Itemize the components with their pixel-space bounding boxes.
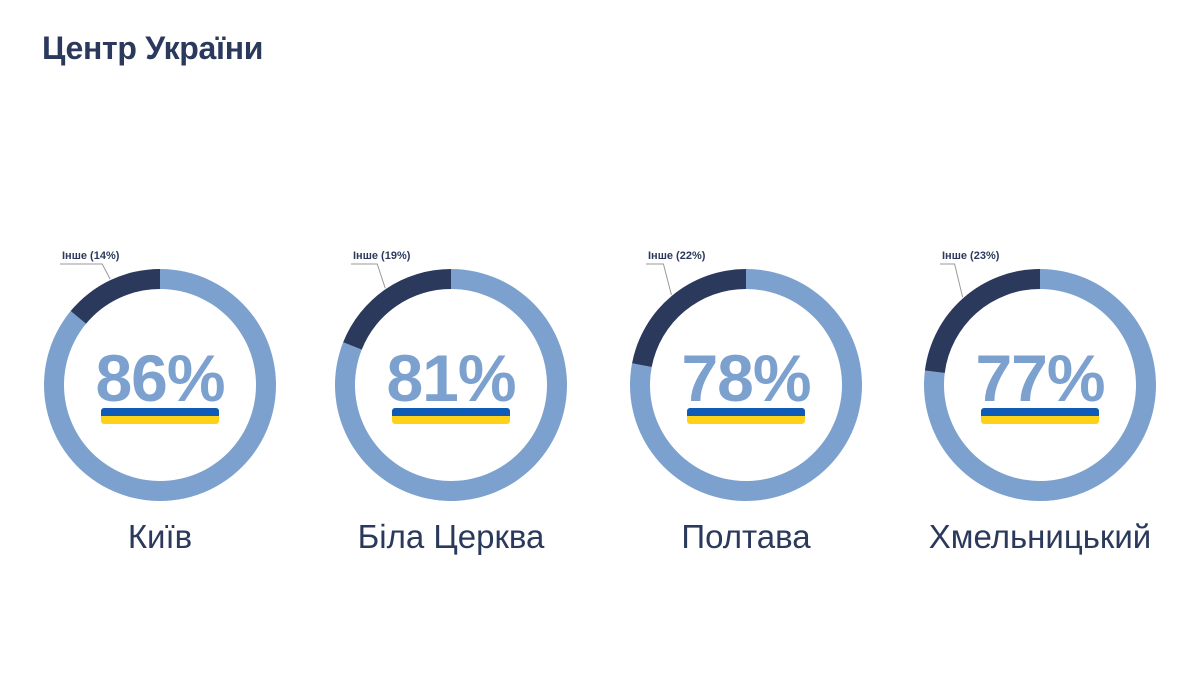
ukraine-flag-icon: [981, 408, 1099, 424]
city-label: Полтава: [681, 518, 811, 555]
ukraine-flag-icon: [392, 408, 510, 424]
donut-slice-other: [70, 269, 160, 324]
city-label: Київ: [127, 518, 193, 555]
center-percent-label: 77%: [975, 341, 1105, 415]
other-slice-label: Інше (23%): [942, 250, 1000, 262]
city-label: Хмельницький: [928, 518, 1152, 555]
ukraine-flag-icon: [687, 408, 805, 424]
other-slice-label: Інше (19%): [353, 250, 411, 262]
donut-slice-other: [343, 269, 451, 350]
city-label: Біла Церква: [357, 518, 545, 555]
other-leader-line: [351, 263, 386, 289]
other-slice-label: Інше (22%): [648, 250, 706, 262]
other-leader-line: [60, 263, 111, 280]
ukraine-flag-icon: [101, 408, 219, 424]
other-slice-label: Інше (14%): [62, 250, 120, 262]
other-leader-line: [646, 263, 672, 295]
donut-slice-other: [632, 269, 746, 368]
donut-slice-other: [924, 269, 1040, 373]
center-percent-label: 78%: [681, 341, 811, 415]
center-percent-label: 81%: [386, 341, 516, 415]
center-percent-label: 86%: [95, 341, 225, 415]
page-title: Центр України: [42, 30, 264, 66]
other-leader-line: [940, 263, 964, 298]
